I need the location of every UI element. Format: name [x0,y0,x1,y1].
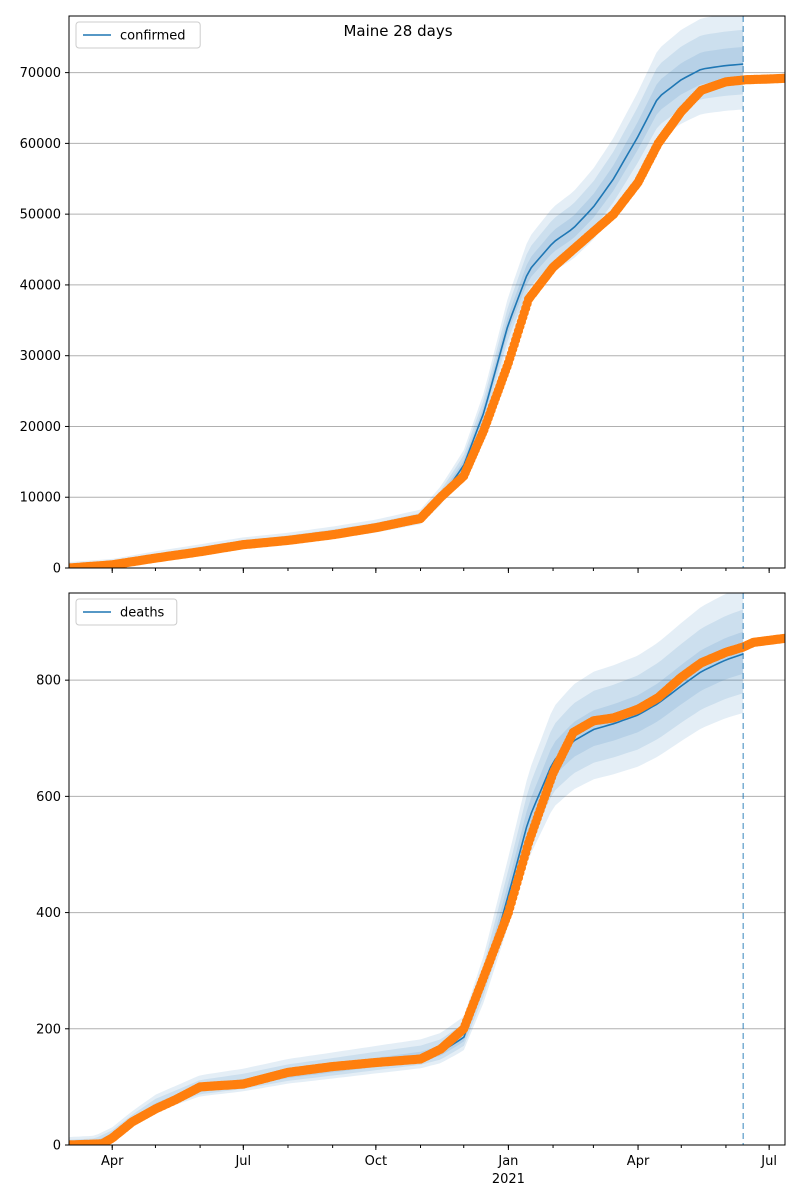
confidence-band [69,29,744,568]
legend: deaths [75,598,178,626]
y-tick-label: 400 [36,906,61,921]
axes-frame [68,15,786,569]
y-tick-label: 20000 [20,420,61,435]
x-tick-label: Jul [234,1154,251,1169]
x-tick-label: Oct [365,1154,387,1169]
y-tick-label: 0 [53,562,61,577]
legend-label: confirmed [120,29,186,44]
confidence-band [69,609,744,1145]
data-point [780,633,785,643]
y-tick-label: 30000 [20,349,61,364]
x-year-label: 2021 [492,1172,525,1187]
x-tick-label: Apr [627,1154,650,1169]
confidence-band [69,16,744,568]
plot-area [69,593,785,1145]
data-point [780,73,785,83]
legend: confirmed [75,21,201,49]
deaths-panel: 0 200 400 600 800 Apr Jul Oct Jan Apr Jul 2021 death… [36,592,786,1187]
y-tick-label: 200 [36,1022,61,1037]
y-tick-label: 50000 [20,208,61,223]
x-tick-label: Jan [497,1154,518,1169]
y-tick-label: 10000 [20,491,61,506]
y-tick-label: 800 [36,674,61,689]
chart-title: Maine 28 days [343,22,452,40]
confidence-band [69,47,744,568]
y-tick-label: 70000 [20,66,61,81]
x-tick-label: Jul [760,1154,777,1169]
plot-area [69,16,785,568]
y-tick-label: 600 [36,790,61,805]
legend-box [75,21,201,49]
legend-box [75,598,178,626]
axes-frame [68,592,786,1146]
confirmed-panel: 0 10000 20000 30000 40000 50000 60000 70000 conf… [20,15,786,577]
y-tick-label: 0 [53,1139,61,1154]
y-tick-label: 40000 [20,278,61,293]
x-tick-label: Apr [101,1154,124,1169]
legend-label: deaths [120,606,165,621]
y-tick-label: 60000 [20,137,61,152]
